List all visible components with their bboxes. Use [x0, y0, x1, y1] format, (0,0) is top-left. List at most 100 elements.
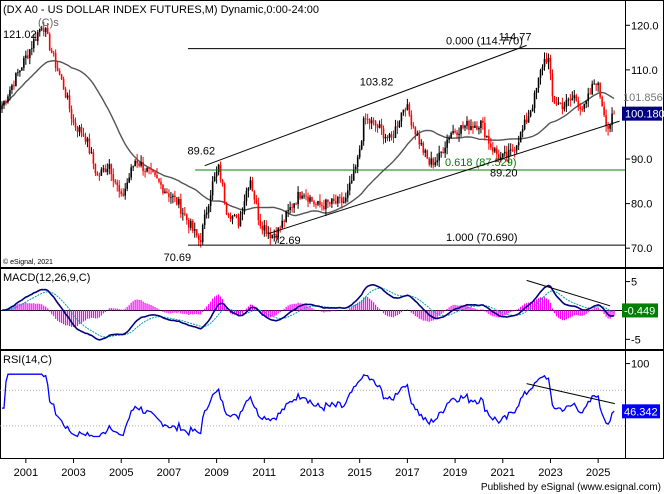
price-candle-body	[513, 150, 516, 152]
last-price-label: 100.180	[625, 109, 664, 121]
price-candle-body	[420, 143, 423, 145]
price-candle-body	[305, 195, 307, 197]
price-candle-body	[301, 195, 303, 199]
price-candle-body	[472, 126, 474, 128]
price-candle-body	[313, 201, 315, 205]
price-candle-body	[56, 67, 59, 71]
price-candle-body	[68, 95, 71, 110]
price-candle-body	[527, 116, 530, 123]
price-candle-body	[15, 72, 17, 87]
price-candle-body	[607, 126, 609, 129]
price-candle-body	[289, 207, 291, 210]
price-candle-body	[327, 199, 329, 203]
macd-value-label: -0.449	[624, 305, 655, 317]
price-candle-body	[577, 100, 580, 107]
price-candle-body	[221, 179, 224, 185]
price-candle-body	[565, 100, 568, 107]
price-candle-body	[193, 229, 196, 231]
price-candle-body	[398, 121, 401, 128]
price-candle-body	[507, 149, 510, 158]
price-candle-body	[452, 131, 454, 134]
price-candle-body	[350, 180, 353, 183]
price-candle-body	[120, 191, 123, 194]
price-candle-body	[382, 128, 385, 139]
price-candle-body	[585, 100, 588, 105]
price-candle-body	[501, 153, 504, 158]
price-candle-body	[466, 120, 468, 126]
price-candle-body	[386, 136, 389, 139]
price-candle-body	[424, 150, 427, 153]
copyright-label: © eSignal, 2021	[3, 258, 53, 266]
price-candle-body	[42, 28, 45, 33]
price-candle-body	[454, 131, 456, 133]
price-candle-body	[112, 174, 115, 181]
price-candle-body	[195, 229, 198, 236]
price-candle-body	[44, 28, 47, 33]
x-axis-tick-label: 2017	[395, 467, 419, 479]
price-candle-body	[573, 95, 576, 99]
price-candle-body	[468, 120, 470, 130]
price-candle-body	[197, 235, 200, 240]
price-annotation: 70.69	[164, 252, 192, 264]
price-candle-body	[233, 215, 236, 216]
price-candle-body	[366, 119, 369, 120]
rsi-y-tick-label: 100	[631, 359, 649, 371]
price-candle-body	[533, 92, 536, 109]
price-candle-body	[593, 83, 595, 85]
price-candle-body	[559, 102, 562, 104]
price-candle-body	[100, 169, 103, 176]
price-candle-body	[279, 227, 282, 229]
price-candle-body	[217, 164, 220, 173]
price-candle-body	[130, 167, 132, 178]
ma-value-label: 101.856	[623, 92, 663, 104]
price-candle-body	[599, 83, 601, 97]
price-candle-body	[201, 225, 204, 243]
price-candle-body	[517, 142, 520, 146]
price-candle-body	[285, 211, 287, 222]
price-candle-body	[378, 124, 381, 128]
price-candle-body	[410, 114, 413, 126]
price-candle-body	[511, 149, 514, 151]
price-candle-body	[384, 136, 387, 139]
price-candle-body	[400, 112, 403, 122]
x-axis-tick-label: 2025	[586, 467, 610, 479]
price-candle-body	[414, 126, 417, 135]
price-candle-body	[269, 232, 272, 238]
price-candle-body	[108, 164, 111, 169]
price-candle-body	[176, 197, 178, 205]
price-candle-body	[273, 234, 276, 235]
price-candle-body	[478, 128, 480, 130]
price-candle-body	[497, 154, 500, 160]
price-candle-body	[499, 157, 502, 160]
price-candle-body	[74, 122, 77, 128]
price-candle-body	[448, 137, 450, 140]
price-candle-body	[60, 74, 63, 80]
price-candle-body	[364, 118, 367, 120]
price-candle-body	[13, 85, 15, 87]
price-candle-body	[50, 50, 53, 53]
price-candle-body	[152, 169, 154, 173]
channel-lower-line	[268, 120, 620, 234]
price-candle-body	[575, 95, 578, 101]
price-candle-body	[62, 79, 65, 90]
price-candle-body	[40, 28, 43, 30]
price-candle-body	[422, 143, 425, 153]
rsi-value-badge	[622, 404, 660, 419]
price-candle-body	[474, 125, 476, 128]
price-candle-body	[189, 220, 192, 228]
price-candle-body	[416, 134, 419, 135]
price-candle-body	[174, 195, 176, 198]
price-y-tick-label: 70.0	[631, 243, 652, 255]
price-candle-body	[128, 177, 130, 183]
price-candle-body	[21, 67, 23, 71]
header-overlay-extra: (C)s	[38, 17, 59, 29]
price-candle-body	[543, 58, 546, 67]
header-overlay-price: 121.02	[3, 29, 37, 41]
price-candle-body	[178, 199, 180, 205]
x-axis-tick-label: 2003	[61, 467, 85, 479]
price-candle-body	[19, 70, 21, 73]
price-candle-body	[31, 48, 33, 50]
price-candle-body	[388, 134, 391, 139]
price-candle-body	[541, 66, 544, 71]
price-candle-body	[583, 104, 586, 110]
